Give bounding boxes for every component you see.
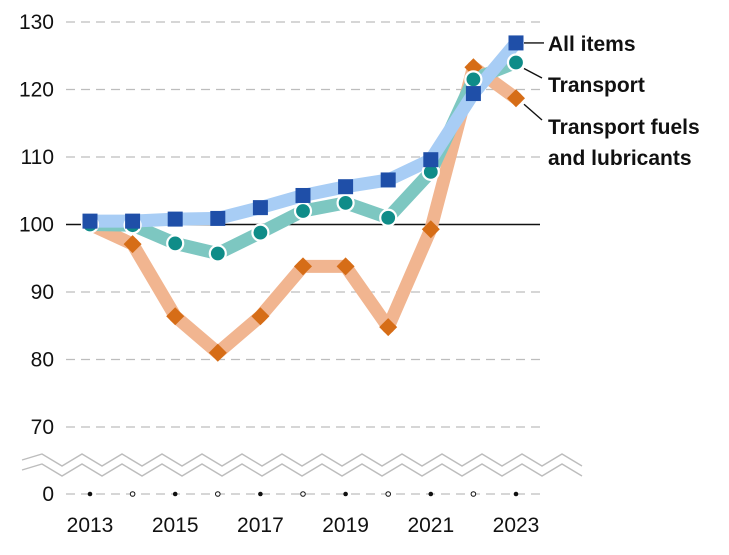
x-axis-tick-dot xyxy=(470,491,477,497)
data-point-square xyxy=(210,210,226,226)
data-point-diamond xyxy=(507,89,525,108)
data-point-circle xyxy=(166,234,185,253)
y-tick-label: 80 xyxy=(31,349,54,372)
data-point-square xyxy=(167,211,183,227)
legend-label: Transport xyxy=(548,74,645,97)
legend-leader-line xyxy=(523,103,543,121)
y-tick-label: 70 xyxy=(31,416,54,439)
x-tick-label: 2021 xyxy=(407,514,454,537)
data-point-diamond xyxy=(294,257,312,276)
axis-break xyxy=(21,453,583,477)
data-point-square xyxy=(423,152,439,168)
data-point-square xyxy=(338,179,354,195)
data-point-square xyxy=(125,213,141,229)
data-point-circle xyxy=(506,53,526,72)
x-axis-tick-dot xyxy=(87,491,93,497)
x-axis-tick-dot xyxy=(300,491,306,497)
data-point-square xyxy=(465,86,481,102)
x-axis-tick-dot xyxy=(513,491,519,497)
data-point-diamond xyxy=(251,307,270,326)
legend-leader-line xyxy=(523,67,543,79)
data-point-square xyxy=(295,187,311,203)
data-point-circle xyxy=(379,208,398,227)
y-tick-label: 0 xyxy=(42,483,54,506)
data-point-square xyxy=(252,200,268,216)
legend-label: All items xyxy=(548,33,636,56)
data-point-diamond xyxy=(421,220,440,239)
y-tick-label: 130 xyxy=(19,11,54,34)
legend-label: Transport fuels xyxy=(548,116,700,139)
x-axis-tick-labels: 2013 2015 2017 2019 2021 2023 xyxy=(67,514,540,537)
data-point-circle xyxy=(464,70,483,89)
data-point-square xyxy=(82,213,98,229)
y-tick-label: 100 xyxy=(19,214,54,237)
x-axis-tick-dot xyxy=(215,491,221,497)
x-axis-tick-dot xyxy=(258,491,263,497)
x-tick-label: 2015 xyxy=(152,514,199,537)
x-axis-tick-dot xyxy=(129,491,136,497)
y-tick-label: 110 xyxy=(21,146,54,169)
legend-label: and lubricants xyxy=(548,147,692,170)
x-tick-label: 2019 xyxy=(322,514,369,537)
legend: All items Transport Transport fuels and lub… xyxy=(523,33,700,170)
y-tick-label: 120 xyxy=(19,79,54,102)
data-point-square xyxy=(380,172,396,188)
data-point-diamond xyxy=(166,307,185,326)
axis-break-line xyxy=(21,463,583,477)
data-point-diamond xyxy=(336,257,355,276)
data-point-circle xyxy=(208,244,227,263)
x-tick-label: 2013 xyxy=(67,514,114,537)
x-tick-label: 2017 xyxy=(237,514,284,537)
data-point-square xyxy=(508,35,524,51)
x-tick-label: 2023 xyxy=(493,514,540,537)
data-point-diamond xyxy=(123,235,142,254)
series-markers xyxy=(80,35,526,362)
x-axis-tick-dot xyxy=(172,491,178,497)
axis-break-line xyxy=(21,453,583,467)
data-point-circle xyxy=(251,223,270,242)
x-axis-tick-dot xyxy=(428,491,434,497)
data-point-diamond xyxy=(379,318,398,337)
data-point-diamond xyxy=(208,343,227,362)
x-axis-tick-dot xyxy=(343,491,348,497)
data-point-circle xyxy=(293,201,313,221)
x-axis-tick-dot xyxy=(385,491,392,497)
y-axis-tick-labels: 130 120 110 100 90 80 70 0 xyxy=(19,11,54,506)
y-tick-label: 90 xyxy=(31,281,54,304)
data-point-circle xyxy=(336,193,355,212)
